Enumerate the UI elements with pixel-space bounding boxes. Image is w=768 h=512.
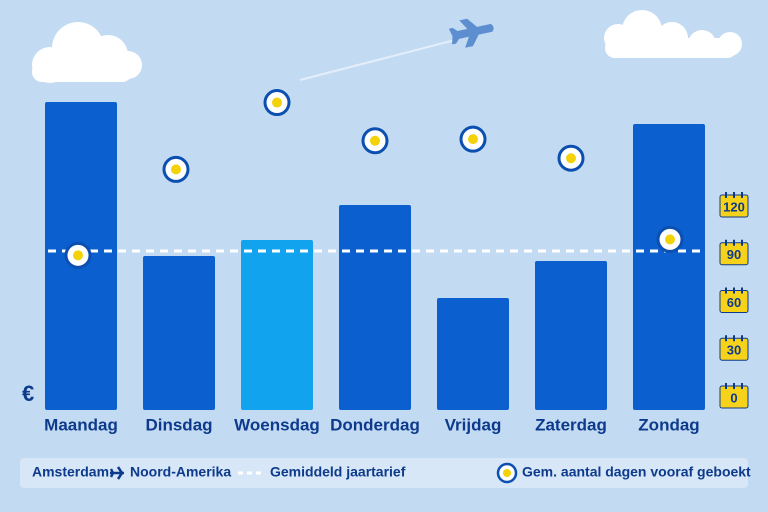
clouds (32, 10, 742, 83)
y2-tick-label: 0 (730, 390, 737, 405)
legend-days: Gem. aantal dagen vooraf geboekt (522, 464, 751, 480)
x-tick-label: Maandag (44, 415, 118, 434)
legend-box (20, 458, 748, 488)
y2-tick: 60 (719, 287, 749, 313)
contrail (299, 39, 456, 81)
x-tick-label: Zaterdag (535, 415, 607, 434)
x-tick-label: Woensdag (234, 415, 320, 434)
legend-destination: Noord-Amerika (130, 464, 231, 480)
bar (241, 240, 313, 410)
legend-plane (109, 466, 124, 480)
day-dot (64, 241, 92, 269)
day-dot-center (73, 250, 83, 261)
bar (633, 124, 705, 410)
bar (437, 298, 509, 410)
legend-dot-center (503, 469, 511, 477)
day-dot-center (171, 164, 181, 175)
x-tick-label: Zondag (638, 415, 699, 434)
day-dot-center (566, 153, 576, 164)
x-tick-label: Vrijdag (445, 415, 502, 434)
day-dot-center (468, 134, 478, 145)
day-dot (459, 125, 487, 153)
y2-tick-label: 120 (723, 199, 745, 214)
y2-tick: 120 (719, 192, 749, 218)
day-dot-center (665, 234, 675, 245)
y2-tick-label: 30 (727, 343, 741, 358)
bar (339, 205, 411, 410)
y2-tick-label: 60 (727, 295, 741, 310)
day-dot (557, 144, 585, 172)
y-axis-label: € (22, 381, 34, 406)
plot: Maandag Dinsdag Woensdag Donderdag Vrijdag Za… (44, 89, 749, 434)
bar (535, 261, 607, 410)
x-tick-label: Donderdag (330, 415, 420, 434)
day-dot (361, 127, 389, 155)
day-dot-center (370, 135, 380, 146)
y2-tick: 0 (719, 383, 749, 409)
day-dot-center (272, 97, 282, 108)
bar (143, 256, 215, 410)
legend-origin: Amsterdam (32, 464, 109, 480)
y2-tick-label: 90 (727, 247, 741, 262)
legend-average: Gemiddeld jaartarief (270, 464, 406, 480)
day-dot (162, 155, 190, 183)
day-dot (656, 225, 684, 253)
plane-icon (448, 18, 494, 48)
y2-tick: 90 (719, 239, 749, 266)
y2-tick: 30 (719, 335, 749, 361)
x-tick-label: Dinsdag (145, 415, 212, 434)
day-dot (263, 89, 291, 117)
